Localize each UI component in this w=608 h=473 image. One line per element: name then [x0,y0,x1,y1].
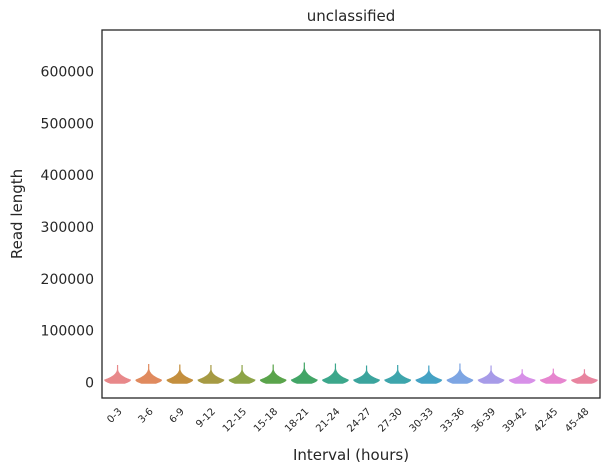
y-axis-label: Read length [8,169,26,259]
y-tick-label: 500000 [41,116,94,132]
y-tick-label: 200000 [41,272,94,288]
violin-33-36 [446,363,474,384]
x-tick-label: 45-48 [563,406,591,434]
x-tick-label: 36-39 [470,406,498,434]
violin-0-3 [104,365,131,384]
x-tick-label: 33-36 [439,406,467,434]
violin-15-18 [259,364,287,384]
plot-frame [101,29,601,399]
violin-45-48 [570,369,598,384]
violin-3-6 [135,364,163,384]
violin-6-9 [166,364,194,384]
x-tick-label: 3-6 [136,406,155,425]
violin-24-27 [353,365,381,384]
y-axis: 0 100000 200000 300000 400000 500000 600000 [41,64,94,391]
x-axis: 0-3 3-6 6-9 9-12 12-15 15-18 18-21 21-24 24-27 27… [105,406,591,434]
violin-21-24 [321,363,349,384]
chart-title: unclassified [307,7,396,25]
x-tick-label: 39-42 [501,406,529,434]
x-tick-label: 0-3 [105,406,124,425]
violin-42-45 [539,368,567,384]
x-tick-label: 12-15 [221,406,249,434]
violin-36-39 [477,365,505,384]
violin-18-21 [290,362,318,384]
y-tick-label: 0 [85,375,94,391]
violin-27-30 [384,365,412,384]
plot-area [104,362,598,384]
x-tick-label: 24-27 [345,406,373,434]
violin-39-42 [508,369,536,384]
y-tick-label: 600000 [41,64,94,80]
x-tick-label: 42-45 [532,406,560,434]
y-tick-label: 300000 [41,220,94,236]
x-tick-label: 27-30 [376,406,404,434]
violin-12-15 [228,365,256,384]
violin-9-12 [197,365,225,384]
y-tick-label: 400000 [41,168,94,184]
x-tick-label: 21-24 [314,406,342,434]
x-tick-label: 30-33 [408,406,436,434]
x-axis-label: Interval (hours) [293,446,409,464]
x-tick-label: 6-9 [168,406,187,425]
x-tick-label: 18-21 [283,406,311,434]
y-tick-label: 100000 [41,324,94,340]
x-tick-label: 15-18 [252,406,280,434]
violin-30-33 [415,365,443,384]
x-tick-label: 9-12 [194,406,218,430]
